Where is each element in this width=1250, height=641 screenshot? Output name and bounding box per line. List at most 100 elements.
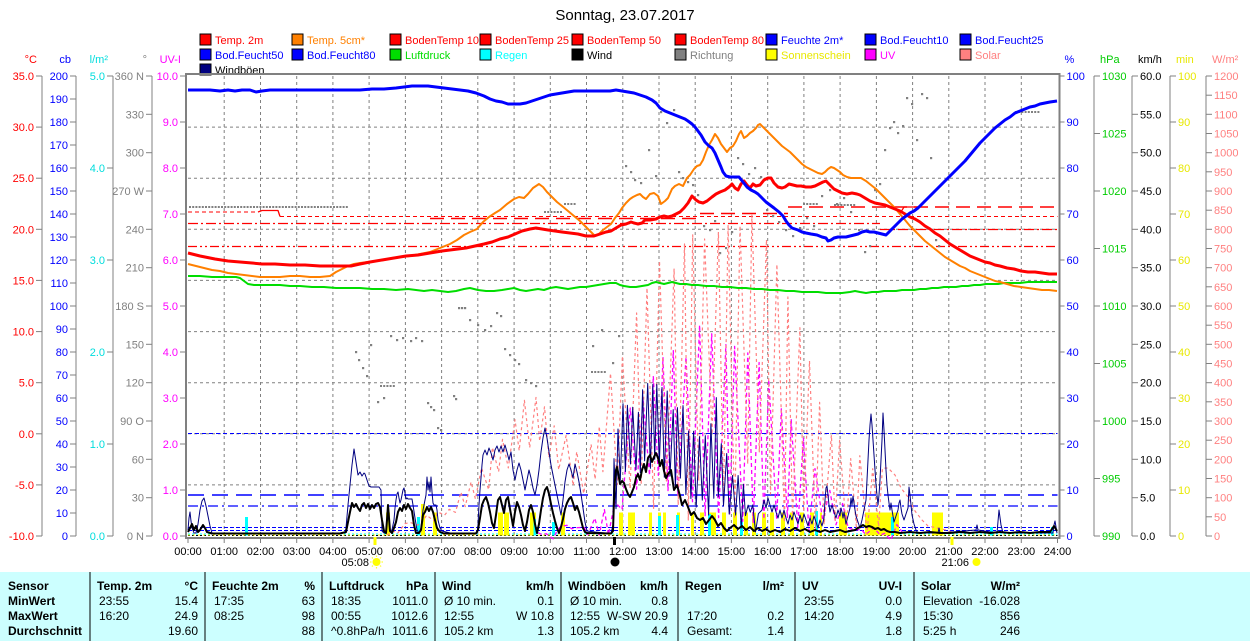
svg-text:Bod.Feucht80: Bod.Feucht80 bbox=[307, 50, 376, 62]
svg-text:24.9: 24.9 bbox=[175, 609, 199, 623]
svg-text:1.3: 1.3 bbox=[537, 624, 554, 638]
svg-text:°C: °C bbox=[25, 54, 37, 66]
svg-text:16:00: 16:00 bbox=[754, 546, 782, 558]
svg-text:Richtung: Richtung bbox=[690, 50, 733, 62]
svg-text:35.0: 35.0 bbox=[1140, 263, 1161, 275]
svg-text:1011.0: 1011.0 bbox=[392, 594, 428, 608]
svg-text:150: 150 bbox=[50, 186, 68, 198]
svg-text:km/h: km/h bbox=[640, 579, 668, 593]
svg-text:km/h: km/h bbox=[1138, 54, 1162, 66]
svg-text:06:00: 06:00 bbox=[392, 546, 420, 558]
svg-text:15:30: 15:30 bbox=[923, 609, 953, 623]
svg-text:1200: 1200 bbox=[1214, 71, 1238, 83]
svg-text:300: 300 bbox=[126, 148, 144, 160]
svg-text:1011.6: 1011.6 bbox=[392, 624, 428, 638]
svg-text:50.0: 50.0 bbox=[1140, 148, 1161, 160]
svg-text:Solar: Solar bbox=[921, 579, 951, 593]
svg-text:995: 995 bbox=[1102, 474, 1120, 486]
svg-text:20.0: 20.0 bbox=[1140, 378, 1161, 390]
svg-text:400: 400 bbox=[1214, 378, 1232, 390]
svg-text:20.0: 20.0 bbox=[13, 224, 34, 236]
svg-text:30: 30 bbox=[1067, 393, 1079, 405]
svg-text:0: 0 bbox=[1214, 531, 1220, 543]
svg-text:100: 100 bbox=[1178, 71, 1196, 83]
svg-text:UV-I: UV-I bbox=[879, 579, 902, 593]
svg-text:240: 240 bbox=[126, 224, 144, 236]
svg-text:40: 40 bbox=[56, 439, 68, 451]
svg-text:60: 60 bbox=[132, 454, 144, 466]
svg-text:09:00: 09:00 bbox=[500, 546, 528, 558]
svg-text:4.0: 4.0 bbox=[163, 347, 178, 359]
svg-text:70: 70 bbox=[1178, 209, 1190, 221]
svg-text:UV: UV bbox=[802, 579, 819, 593]
svg-text:105.2 km: 105.2 km bbox=[570, 624, 619, 638]
svg-text:14:20: 14:20 bbox=[804, 609, 834, 623]
svg-text:180 S: 180 S bbox=[115, 301, 144, 313]
svg-text:90: 90 bbox=[1178, 117, 1190, 129]
svg-text:W/m²: W/m² bbox=[991, 579, 1020, 593]
svg-text:Luftdruck: Luftdruck bbox=[329, 579, 385, 593]
svg-text:100: 100 bbox=[50, 301, 68, 313]
svg-text:80: 80 bbox=[1067, 163, 1079, 175]
svg-text:12:55: 12:55 bbox=[444, 609, 474, 623]
svg-text:30: 30 bbox=[132, 493, 144, 505]
svg-text:1.8: 1.8 bbox=[885, 624, 902, 638]
svg-text:150: 150 bbox=[126, 339, 144, 351]
svg-text:21:00: 21:00 bbox=[935, 546, 963, 558]
svg-text:11:00: 11:00 bbox=[573, 546, 600, 558]
svg-text:Sonntag, 23.07.2017: Sonntag, 23.07.2017 bbox=[555, 7, 694, 24]
svg-text:cb: cb bbox=[59, 54, 71, 66]
svg-text:23:00: 23:00 bbox=[1008, 546, 1036, 558]
svg-text:856: 856 bbox=[1000, 609, 1020, 623]
svg-text:03:00: 03:00 bbox=[283, 546, 311, 558]
svg-text:17:20: 17:20 bbox=[687, 609, 717, 623]
svg-text:22:00: 22:00 bbox=[971, 546, 999, 558]
svg-text:05:00: 05:00 bbox=[355, 546, 383, 558]
svg-text:15.4: 15.4 bbox=[175, 594, 199, 608]
svg-text:Bod.Feucht25: Bod.Feucht25 bbox=[975, 35, 1044, 47]
svg-text:100: 100 bbox=[1067, 71, 1085, 83]
svg-text:1.0: 1.0 bbox=[90, 439, 105, 451]
svg-text:30.0: 30.0 bbox=[13, 122, 34, 134]
svg-text:MinWert: MinWert bbox=[8, 594, 55, 608]
svg-text:1150: 1150 bbox=[1214, 90, 1238, 102]
svg-text:60: 60 bbox=[56, 393, 68, 405]
svg-text:10.0: 10.0 bbox=[157, 71, 178, 83]
svg-text:190: 190 bbox=[50, 94, 68, 106]
svg-text:1.0: 1.0 bbox=[163, 485, 178, 497]
svg-text:450: 450 bbox=[1214, 359, 1232, 371]
svg-text:30: 30 bbox=[1178, 393, 1190, 405]
svg-text:-16.028: -16.028 bbox=[979, 594, 1020, 608]
svg-text:-10.0: -10.0 bbox=[9, 531, 34, 543]
svg-text:90: 90 bbox=[1067, 117, 1079, 129]
svg-text:88: 88 bbox=[302, 624, 316, 638]
svg-text:UV: UV bbox=[880, 50, 896, 62]
svg-text:550: 550 bbox=[1214, 320, 1232, 332]
svg-text:l/m²: l/m² bbox=[90, 54, 109, 66]
svg-text:80: 80 bbox=[1178, 163, 1190, 175]
svg-text:5.0: 5.0 bbox=[90, 71, 105, 83]
svg-text:2.0: 2.0 bbox=[90, 347, 105, 359]
svg-text:0.2: 0.2 bbox=[767, 609, 784, 623]
svg-text:0: 0 bbox=[1067, 531, 1073, 543]
svg-text:5.0: 5.0 bbox=[19, 378, 34, 390]
svg-text:20: 20 bbox=[1067, 439, 1079, 451]
svg-text:900: 900 bbox=[1214, 186, 1232, 198]
svg-text:270 W: 270 W bbox=[112, 186, 144, 198]
svg-text:00:55: 00:55 bbox=[331, 609, 361, 623]
svg-text:19:00: 19:00 bbox=[863, 546, 891, 558]
svg-text:10.0: 10.0 bbox=[1140, 454, 1161, 466]
svg-text:%: % bbox=[1065, 54, 1075, 66]
svg-text:30.0: 30.0 bbox=[1140, 301, 1161, 313]
svg-text:50: 50 bbox=[56, 416, 68, 428]
svg-text:650: 650 bbox=[1214, 282, 1232, 294]
svg-text:1100: 1100 bbox=[1214, 109, 1238, 121]
svg-text:200: 200 bbox=[50, 71, 68, 83]
svg-text:30: 30 bbox=[56, 462, 68, 474]
svg-text:98: 98 bbox=[302, 609, 316, 623]
svg-text:hPa: hPa bbox=[1100, 54, 1120, 66]
svg-text:20:00: 20:00 bbox=[899, 546, 927, 558]
svg-text:55.0: 55.0 bbox=[1140, 109, 1161, 121]
svg-text:700: 700 bbox=[1214, 263, 1232, 275]
svg-text:90 O: 90 O bbox=[120, 416, 144, 428]
